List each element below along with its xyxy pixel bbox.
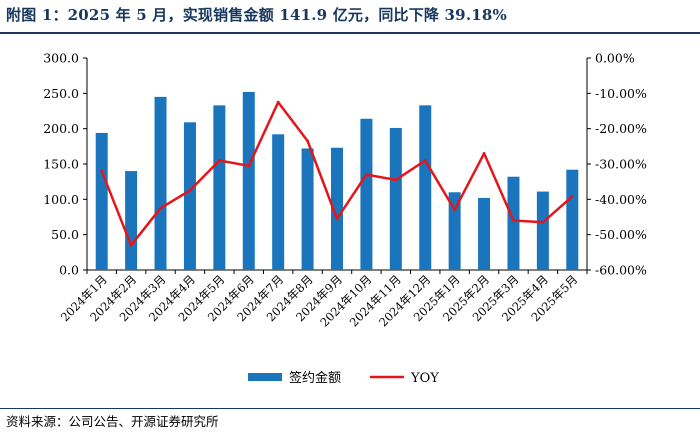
y-right-tick-label: -50.00%	[595, 227, 647, 242]
yoy-point	[423, 159, 427, 162]
y-right-tick-label: -30.00%	[595, 157, 647, 172]
axes: 0.0 50.0 100.0 150.0 200.0 250.0 300.0 -60.00% -…	[43, 51, 647, 278]
y-left-tick-label: 50.0	[51, 227, 79, 242]
legend: 签约金额 YOY	[248, 370, 439, 386]
bar	[125, 171, 138, 270]
y-left-tick-label: 150.0	[43, 157, 79, 172]
y-right-tick-label: -20.00%	[595, 121, 647, 136]
bar	[360, 118, 373, 270]
bar	[478, 197, 491, 270]
yoy-point	[365, 173, 368, 177]
bar	[95, 132, 108, 270]
y-left-tick-label: 300.0	[43, 51, 79, 66]
legend-bar-label: 签约金额	[289, 370, 341, 386]
y-left-tick-label: 250.0	[43, 86, 79, 101]
y-left-tick-label: 100.0	[43, 192, 79, 207]
yoy-point	[482, 152, 486, 155]
yoy-point	[217, 159, 221, 162]
yoy-point	[541, 220, 545, 224]
yoy-point	[512, 219, 515, 222]
legend-bar-swatch	[248, 373, 282, 381]
y-right-tick-label: -60.00%	[595, 263, 647, 278]
yoy-point	[100, 169, 104, 173]
figure-title: 附图 1：2025 年 5 月，实现销售金额 141.9 亿元，同比下降 39.…	[6, 6, 507, 24]
bar	[507, 176, 520, 270]
yoy-point	[159, 206, 162, 210]
y-right-tick-label: -10.00%	[595, 86, 647, 101]
yoy-point	[335, 217, 339, 221]
yoy-point	[247, 164, 251, 168]
bar	[213, 105, 226, 270]
bar	[301, 148, 314, 270]
bar	[242, 91, 255, 270]
y-left-tick-label: 0.0	[59, 263, 79, 278]
line-series	[100, 100, 574, 247]
yoy-point	[129, 243, 133, 247]
y-left-tick-label: 200.0	[43, 121, 79, 136]
bar-series	[95, 91, 579, 271]
title-divider	[0, 32, 700, 34]
yoy-point	[188, 189, 192, 192]
bar	[272, 134, 285, 270]
bar	[448, 192, 461, 270]
bar	[566, 169, 579, 270]
x-tick-labels: 2024年1月2024年2月2024年3月2024年4月2024年5月2024年…	[58, 272, 581, 329]
bar	[154, 96, 167, 270]
legend-line-label: YOY	[410, 371, 439, 386]
bar	[331, 147, 343, 270]
source-divider	[0, 408, 700, 409]
bar	[389, 127, 402, 271]
y-right-tick-label: 0.00%	[595, 51, 635, 66]
bar	[536, 191, 549, 270]
yoy-point	[306, 139, 309, 143]
yoy-point	[276, 100, 280, 104]
y-right-tick-label: -40.00%	[595, 192, 647, 207]
bar	[183, 122, 196, 270]
source-note: 资料来源：公司公告、开源证券研究所	[6, 414, 219, 429]
bar	[419, 105, 432, 270]
combo-chart: 0.0 50.0 100.0 150.0 200.0 250.0 300.0 -60.00% -…	[43, 51, 647, 387]
yoy-point	[453, 208, 457, 212]
yoy-point	[394, 178, 398, 182]
yoy-point	[570, 195, 574, 198]
